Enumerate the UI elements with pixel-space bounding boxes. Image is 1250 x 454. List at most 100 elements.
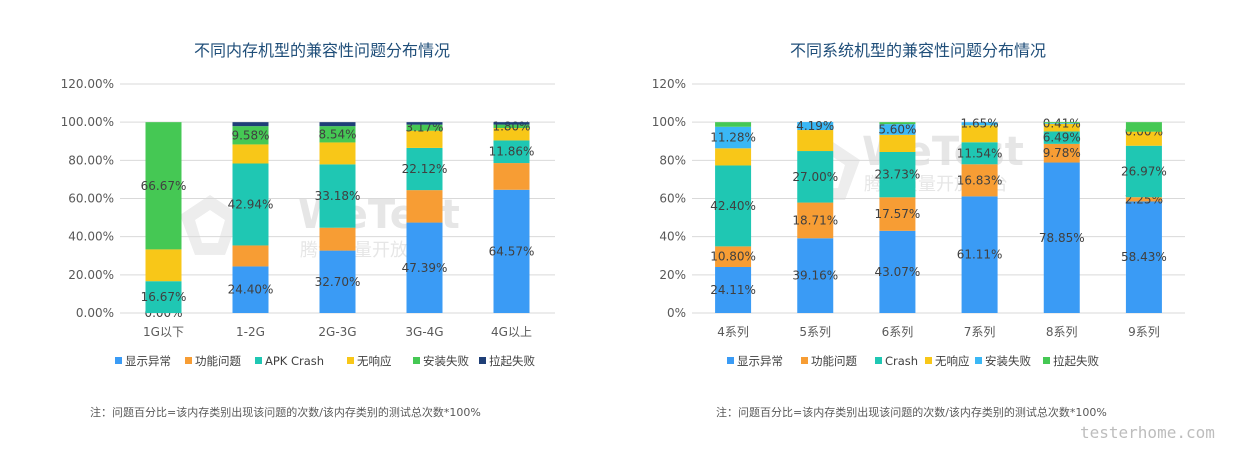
bar-segment (961, 125, 998, 143)
data-label: 16.67% (141, 290, 187, 304)
legend-swatch (975, 357, 982, 364)
x-category-label: 3G-4G (405, 325, 443, 339)
legend-swatch (1043, 357, 1050, 364)
data-label: 5.60% (878, 122, 916, 136)
bar-segment (232, 163, 269, 246)
memory-chart: 不同内存机型的兼容性问题分布情况 0.00% 20.00% 40.00% 60.00% 8… (61, 41, 555, 419)
legend-label: 功能问题 (811, 354, 857, 368)
data-label: 11.86% (489, 145, 535, 159)
legend-label: 无响应 (357, 354, 392, 368)
legend-label: 显示异常 (125, 354, 171, 368)
bar-segment (493, 122, 530, 125)
data-label: 11.28% (710, 131, 756, 145)
bar-segment (232, 122, 269, 127)
watermark-site: testerhome.com (1080, 423, 1215, 442)
bar-segment (797, 151, 834, 203)
bar-segment (493, 124, 530, 129)
legend-swatch (925, 357, 932, 364)
y-tick-label: 100% (652, 115, 686, 129)
x-category-label: 8系列 (1046, 325, 1078, 339)
legend-label: 安装失败 (423, 354, 469, 368)
bar-segment (961, 164, 998, 197)
x-category-label: 1G以下 (143, 325, 184, 339)
x-category-label: 9系列 (1128, 325, 1160, 339)
legend-swatch (479, 357, 486, 364)
bar-segment (319, 142, 356, 165)
legend-label: Crash (885, 354, 918, 368)
bar-segment (406, 147, 443, 191)
bar-segment (1125, 197, 1162, 202)
data-label: 9.78% (1043, 146, 1081, 160)
legend-label: APK Crash (265, 354, 324, 368)
bar-segment (961, 196, 998, 313)
bar-segment (1043, 162, 1080, 313)
bar-segment (406, 222, 443, 313)
bar-segment (879, 124, 916, 135)
bar-segment (961, 142, 998, 165)
bar-segment (715, 122, 752, 127)
data-label: 47.39% (402, 261, 448, 275)
bar-segment (1043, 131, 1080, 144)
legend-swatch (801, 357, 808, 364)
chart-title: 不同内存机型的兼容性问题分布情况 (194, 41, 450, 60)
bar-segment (715, 246, 752, 267)
bar-segment (961, 122, 998, 126)
y-tick-label: 40% (659, 230, 686, 244)
y-tick-label: 60.00% (68, 192, 114, 206)
bar-segment (145, 122, 182, 250)
bar-segment (232, 126, 269, 145)
system-chart: 不同系统机型的兼容性问题分布情况 0% 20% 40% 60% 80% 100% 120% 4系… (652, 41, 1185, 419)
chart-note: 注：问题百分比=该内存类别出现该问题的次数/该内存类别的测试总次数*100% (716, 405, 1107, 419)
bar-segment (879, 151, 916, 198)
bar-segment (797, 122, 834, 131)
bar-segment (319, 227, 356, 251)
data-label: 16.83% (957, 173, 1003, 187)
data-label: 26.97% (1121, 164, 1167, 178)
y-tick-label: 40.00% (68, 230, 114, 244)
y-tick-label: 80.00% (68, 153, 114, 167)
bar-segment (1043, 123, 1080, 124)
bar-segment (406, 122, 443, 125)
bar-segment (232, 266, 269, 313)
data-label: 33.18% (315, 189, 361, 203)
wetest-logo-icon (180, 195, 240, 255)
bar-segment (1043, 123, 1080, 132)
bar-segment (879, 197, 916, 231)
legend-swatch (347, 357, 354, 364)
y-tick-label: 80% (659, 153, 686, 167)
data-label: 1.80% (492, 119, 530, 133)
data-label: 24.40% (228, 283, 274, 297)
y-tick-label: 0% (667, 306, 686, 320)
chart-note: 注：问题百分比=该内存类别出现该问题的次数/该内存类别的测试总次数*100% (90, 405, 481, 419)
data-label: 23.73% (875, 168, 921, 182)
legend-swatch (727, 357, 734, 364)
x-category-label: 7系列 (964, 325, 996, 339)
x-category-label: 2G-3G (318, 325, 356, 339)
bar-segment (493, 189, 530, 313)
bar-segment (797, 202, 834, 239)
bar-segment (1125, 145, 1162, 198)
bar-segment (145, 281, 182, 313)
legend-swatch (255, 357, 262, 364)
data-label: 42.94% (228, 197, 274, 211)
y-tick-label: 100.00% (61, 115, 114, 129)
data-label: 32.70% (315, 275, 361, 289)
data-label: 10.80% (710, 250, 756, 264)
legend-swatch (185, 357, 192, 364)
bar-segment (1043, 122, 1080, 124)
data-label: 27.00% (792, 170, 838, 184)
data-label: 24.11% (710, 283, 756, 297)
data-label: 6.49% (1043, 131, 1081, 145)
bar-segment (319, 250, 356, 313)
y-tick-label: 120% (652, 77, 686, 91)
legend-swatch (875, 357, 882, 364)
y-tick-label: 0.00% (76, 306, 114, 320)
y-tick-label: 120.00% (61, 77, 114, 91)
legend-swatch (115, 357, 122, 364)
bar-segment (879, 230, 916, 313)
y-tick-label: 20.00% (68, 268, 114, 282)
data-label: 1.65% (961, 117, 999, 131)
data-label: 22.12% (402, 162, 448, 176)
data-label: 58.43% (1121, 250, 1167, 264)
bar-segment (493, 163, 530, 190)
